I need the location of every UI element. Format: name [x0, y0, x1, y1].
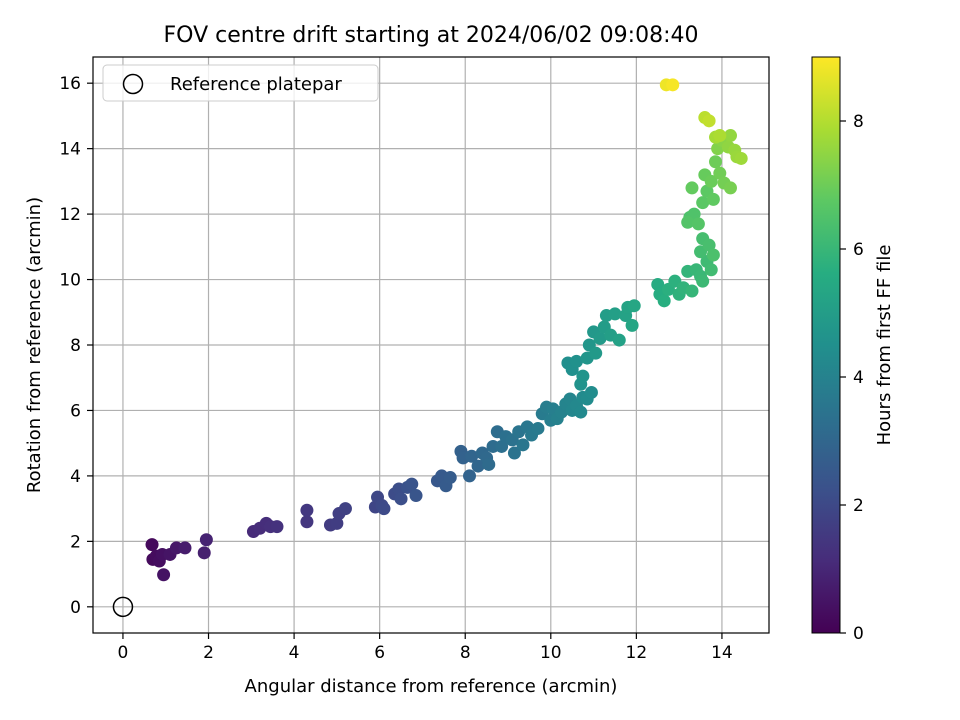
- scatter-point: [495, 439, 509, 453]
- scatter-point: [704, 263, 718, 277]
- x-tick-label: 0: [118, 643, 129, 663]
- scatter-point: [409, 489, 423, 503]
- chart-title: FOV centre drift starting at 2024/06/02 …: [164, 23, 699, 48]
- x-tick-label: 4: [289, 643, 300, 663]
- scatter-point: [627, 299, 641, 313]
- scatter-point: [576, 369, 590, 383]
- scatter-point: [702, 238, 716, 252]
- scatter-point: [685, 284, 699, 298]
- scatter-point: [666, 78, 680, 92]
- colorbar-tick-label: 4: [853, 368, 864, 388]
- scatter-point: [734, 151, 748, 165]
- scatter-point: [713, 166, 727, 180]
- y-tick-label: 0: [70, 598, 81, 618]
- scatter-point: [145, 538, 159, 552]
- y-tick-label: 4: [70, 467, 81, 487]
- x-axis-label: Angular distance from reference (arcmin): [245, 676, 618, 697]
- scatter-point: [589, 346, 603, 360]
- scatter-point: [584, 385, 598, 399]
- x-axis-ticks: 0 2 4 6 8 10 12 14: [118, 633, 733, 663]
- scatter-point: [443, 471, 457, 485]
- scatter-point: [338, 502, 352, 516]
- y-tick-label: 6: [70, 401, 81, 421]
- scatter-point: [685, 181, 699, 195]
- scatter-point: [612, 333, 626, 347]
- scatter-point: [300, 515, 314, 529]
- scatter-point: [657, 294, 671, 308]
- y-axis-ticks: 0 2 4 6 8 10 12 14 16: [59, 74, 93, 618]
- scatter-point: [157, 568, 171, 582]
- colorbar-tick-label: 2: [853, 496, 864, 516]
- scatter-point: [651, 277, 665, 291]
- scatter-point: [569, 354, 583, 368]
- colorbar-tick-label: 6: [853, 240, 864, 260]
- scatter-point: [482, 457, 496, 471]
- colorbar-tick-label: 0: [853, 624, 864, 644]
- scatter-point: [713, 129, 727, 143]
- scatter-point: [608, 307, 622, 321]
- scatter-point: [574, 405, 588, 419]
- scatter-point: [709, 155, 723, 169]
- colorbar-tick-label: 8: [853, 112, 864, 132]
- colorbar-label: Hours from first FF file: [874, 245, 895, 446]
- data-points: [145, 78, 748, 582]
- x-tick-label: 14: [711, 643, 733, 663]
- legend-label: Reference platepar: [170, 74, 342, 95]
- scatter-point: [199, 533, 213, 547]
- scatter-point: [405, 477, 419, 491]
- scatter-point: [531, 421, 545, 435]
- scatter-point: [706, 248, 720, 262]
- scatter-point: [471, 459, 485, 473]
- x-tick-label: 6: [374, 643, 385, 663]
- x-tick-label: 2: [203, 643, 214, 663]
- scatter-point: [300, 503, 314, 517]
- legend: Reference platepar: [102, 64, 379, 102]
- colorbar-ticks: 0 2 4 6 8: [840, 112, 864, 644]
- scatter-point: [463, 469, 477, 483]
- x-tick-label: 10: [540, 643, 562, 663]
- scatter-point: [197, 546, 211, 560]
- scatter-point: [270, 520, 284, 534]
- y-tick-label: 12: [59, 205, 81, 225]
- axes-frame: [92, 56, 770, 634]
- scatter-point: [625, 318, 639, 332]
- colorbar: [811, 56, 841, 634]
- scatter-point: [696, 196, 710, 210]
- scatter-point: [394, 492, 408, 506]
- y-tick-label: 10: [59, 271, 81, 291]
- scatter-point: [681, 215, 695, 229]
- y-tick-label: 8: [70, 336, 81, 356]
- scatter-point: [178, 541, 192, 555]
- scatter-point: [516, 438, 530, 452]
- scatter-point: [723, 129, 737, 143]
- x-tick-label: 12: [626, 643, 648, 663]
- scatter-point: [704, 174, 718, 188]
- y-axis-label: Rotation from reference (arcmin): [24, 197, 45, 493]
- y-tick-label: 2: [70, 532, 81, 552]
- scatter-point: [330, 516, 344, 530]
- scatter-point: [723, 181, 737, 195]
- scatter-point: [702, 114, 716, 128]
- scatter-point: [377, 502, 391, 516]
- scatter-point: [706, 192, 720, 206]
- legend-marker-open-circle: [122, 73, 144, 95]
- legend-box: [102, 64, 379, 102]
- y-tick-label: 14: [59, 140, 81, 160]
- scatter-point: [507, 446, 521, 460]
- reference-marker: [112, 596, 134, 618]
- y-tick-label: 16: [59, 74, 81, 94]
- x-tick-label: 8: [460, 643, 471, 663]
- scatter-point: [465, 449, 479, 463]
- scatter-point: [593, 331, 607, 345]
- scatter-point: [691, 217, 705, 231]
- scatter-point: [696, 274, 710, 288]
